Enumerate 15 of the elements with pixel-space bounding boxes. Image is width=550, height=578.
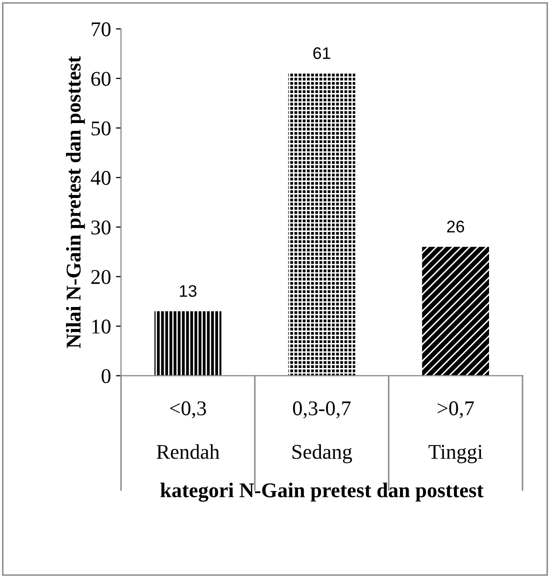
y-tick-label: 0 — [102, 369, 110, 384]
y-axis-title: Nilai N-Gain pretest dan posttest — [66, 56, 85, 348]
category-label: >0,7 Tinggi — [428, 401, 483, 464]
y-tick-label: 40 — [90, 170, 110, 185]
y-tick-label: 20 — [91, 270, 110, 284]
y-tick-label: 70 — [92, 22, 110, 36]
x-axis-title: kategori N-Gain pretest dan posttest — [160, 482, 484, 502]
y-tick-label: 30 — [91, 220, 110, 235]
data-label: 61 — [313, 47, 330, 60]
data-label: 13 — [180, 285, 196, 297]
category-label: 0,3-0,7 Sedang — [292, 401, 352, 464]
y-tick-label: 10 — [92, 320, 110, 334]
y-tick-label: 50 — [92, 121, 110, 136]
y-tick-label: 60 — [91, 72, 110, 86]
data-label: 26 — [447, 220, 464, 232]
